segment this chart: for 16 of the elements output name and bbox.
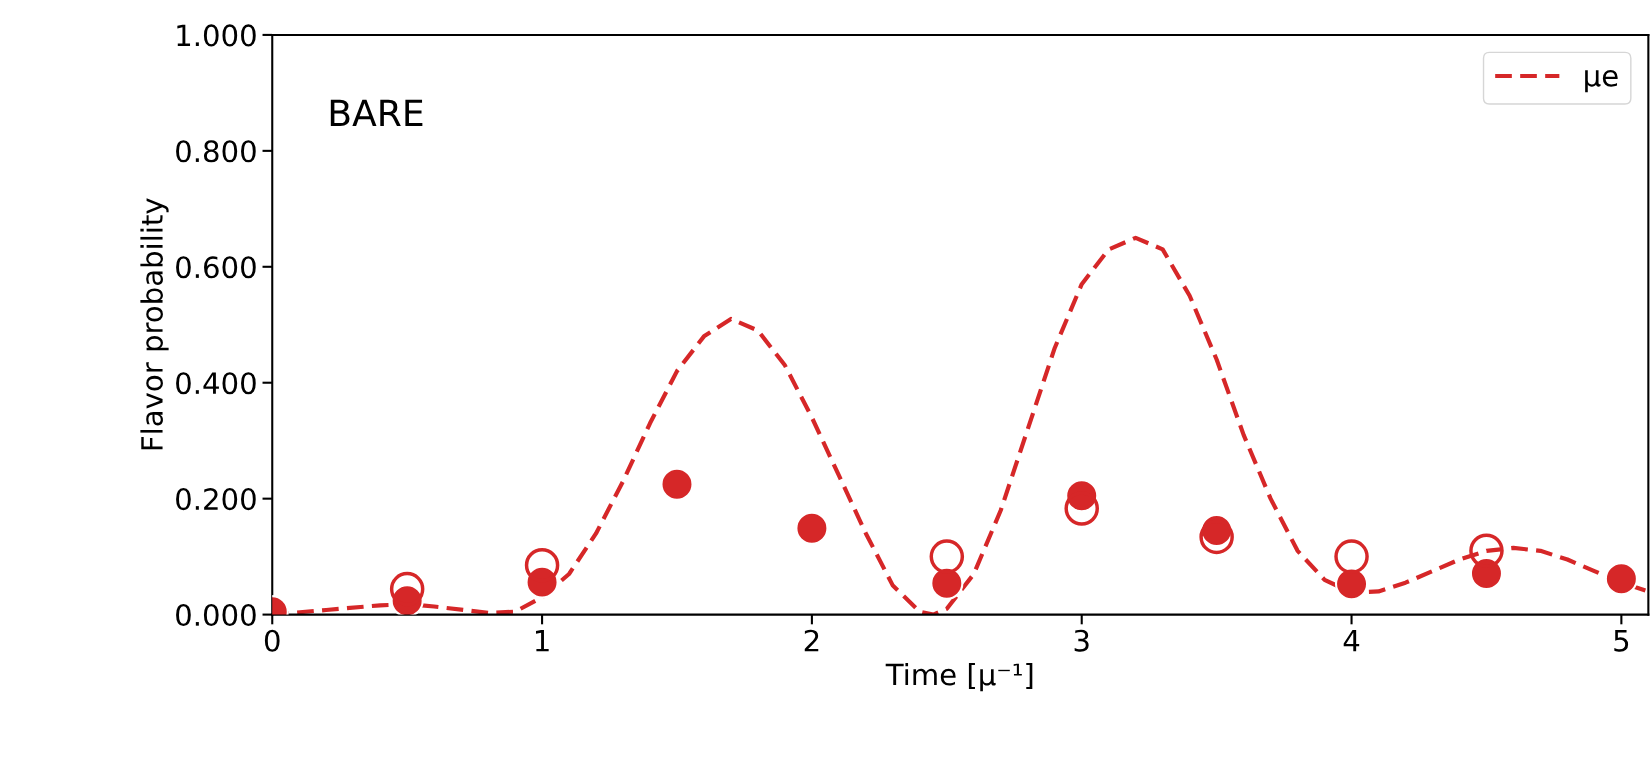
x-tick-label: 3 <box>1074 629 1089 652</box>
y-tick-label: 0.000 <box>176 604 256 627</box>
y-axis-title: Flavor probability <box>140 198 169 450</box>
x-tick-label: 0 <box>264 629 280 652</box>
annotation: BARE <box>330 99 423 127</box>
x-tick-label: 5 <box>1614 630 1629 652</box>
x-tick-label: 4 <box>1343 630 1360 652</box>
y-tick-label: 1.000 <box>177 24 256 47</box>
x-tick-label: 1 <box>536 630 549 652</box>
y-tick-label: 0.800 <box>176 140 256 163</box>
y-tick-label: 0.600 <box>176 256 256 279</box>
y-tick-label: 0.400 <box>176 372 256 395</box>
legend-label: μe <box>1585 69 1618 93</box>
x-tick-label: 2 <box>804 629 819 652</box>
y-tick-label: 0.200 <box>176 488 256 511</box>
x-axis-title: Time [μ⁻¹] <box>885 662 1033 692</box>
